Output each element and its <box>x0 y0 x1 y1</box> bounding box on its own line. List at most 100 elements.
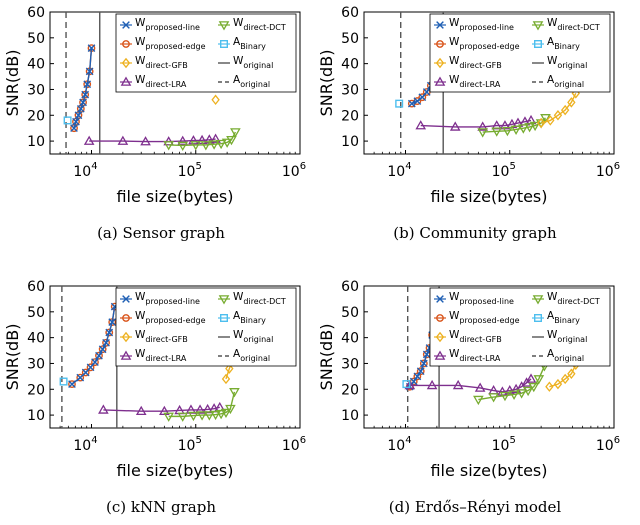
x-tick-label: 104 <box>73 435 97 454</box>
legend-marker <box>436 40 444 48</box>
point-proposed_line <box>81 90 90 99</box>
y-tick-label: 40 <box>27 57 45 73</box>
legend-label: Woriginal <box>233 329 273 344</box>
point-direct_gfb <box>546 115 555 126</box>
legend-entry-direct_gfb: Wdirect-GFB <box>434 55 502 70</box>
legend-marker <box>435 331 445 343</box>
point-proposed_line <box>74 111 83 120</box>
point-direct_lra <box>474 382 486 392</box>
legend-entry-original_dash: Aoriginal <box>218 74 270 89</box>
legend-entry-original_solid: Woriginal <box>532 55 587 70</box>
point-binary <box>59 377 68 386</box>
legend-label: Wproposed-line <box>449 17 514 32</box>
legend-label: Wproposed-line <box>449 291 514 306</box>
y-tick-label: 30 <box>27 82 45 98</box>
point-direct_dct <box>163 141 174 151</box>
y-tick-label: 40 <box>341 57 359 73</box>
point-proposed_edge <box>418 93 427 102</box>
y-tick-label: 30 <box>27 356 45 372</box>
point-proposed_edge <box>105 328 114 337</box>
legend-marker <box>436 21 444 29</box>
legend-label: Wdirect-DCT <box>233 291 286 306</box>
y-tick-label: 20 <box>27 108 45 124</box>
legend-entry-proposed_edge: Wproposed-edge <box>434 310 520 325</box>
point-direct_lra <box>140 136 151 146</box>
legend-label: Wproposed-edge <box>449 36 520 51</box>
x-tick-label: 106 <box>596 435 620 454</box>
legend-marker <box>218 295 230 305</box>
point-proposed_edge <box>76 373 85 382</box>
point-direct_dct <box>510 125 522 135</box>
x-tick-label: 105 <box>492 161 516 180</box>
legend-entry-original_solid: Woriginal <box>532 329 587 344</box>
legend-entry-direct_dct: Wdirect-DCT <box>218 17 286 32</box>
point-proposed_line <box>68 380 76 388</box>
point-direct_dct <box>230 128 241 138</box>
legend-entry-direct_dct: Wdirect-DCT <box>532 17 600 32</box>
legend-marker <box>122 295 130 303</box>
y-tick-label: 30 <box>341 82 359 98</box>
legend-marker <box>534 40 543 49</box>
plot-frame <box>363 285 615 429</box>
legend-label: Wdirect-GFB <box>135 55 188 70</box>
legend-marker <box>219 40 228 49</box>
point-direct_lra <box>452 379 464 390</box>
x-axis-label: file size(bytes) <box>430 461 547 480</box>
legend-marker <box>532 295 544 305</box>
point-direct_lra <box>163 136 174 146</box>
point-direct_dct <box>529 121 541 132</box>
x-tick-label: 104 <box>387 161 411 180</box>
point-direct_lra <box>135 405 147 416</box>
point-proposed_line <box>102 338 110 347</box>
point-direct_lra <box>210 133 221 143</box>
legend-entry-proposed_line: Wproposed-line <box>120 291 200 306</box>
point-proposed_line <box>422 350 431 359</box>
point-direct_dct <box>533 375 545 385</box>
legend-marker <box>219 314 228 323</box>
legend-marker <box>436 295 444 303</box>
legend-box <box>115 13 297 93</box>
point-direct_dct <box>204 411 215 421</box>
y-tick-label: 60 <box>341 5 359 21</box>
y-tick-label: 50 <box>341 305 359 321</box>
point-direct_dct <box>502 126 513 137</box>
legend-entry-original_solid: Woriginal <box>218 55 273 70</box>
legend-label: Woriginal <box>547 55 587 70</box>
legend-label: Wdirect-LRA <box>135 348 187 363</box>
point-direct_gfb <box>225 363 234 374</box>
legend-entry-proposed_line: Wproposed-line <box>120 17 200 32</box>
point-direct_lra <box>499 120 511 130</box>
legend-label: ABinary <box>547 310 580 325</box>
point-direct_dct <box>516 389 527 399</box>
series-line-direct_gfb <box>549 364 577 388</box>
point-direct_gfb <box>553 110 563 121</box>
legend-marker <box>436 314 444 322</box>
x-axis-label: file size(bytes) <box>430 187 547 206</box>
point-direct_gfb <box>221 373 231 385</box>
point-direct_dct <box>225 404 236 415</box>
x-tick-label: 104 <box>387 435 411 454</box>
x-tick-label: 106 <box>282 435 306 454</box>
y-tick-label: 10 <box>341 134 359 150</box>
point-direct_dct <box>488 393 499 403</box>
legend-marker <box>434 350 446 360</box>
legend-label: Wproposed-edge <box>135 310 206 325</box>
legend-label: Woriginal <box>233 55 273 70</box>
point-direct_gfb <box>553 378 563 390</box>
point-proposed_line <box>85 67 94 76</box>
legend-box <box>115 287 297 367</box>
legend-label: Wdirect-LRA <box>449 348 501 363</box>
point-direct_dct <box>163 412 174 422</box>
point-proposed_line <box>413 97 422 105</box>
legend-label: Aoriginal <box>233 74 270 89</box>
point-direct_gfb <box>211 94 220 106</box>
y-tick-label: 40 <box>341 331 359 347</box>
y-tick-label: 10 <box>27 134 45 150</box>
y-tick-label: 10 <box>27 408 45 424</box>
point-direct_dct <box>177 412 189 422</box>
point-direct_dct <box>477 128 488 138</box>
point-direct_dct <box>210 410 221 421</box>
legend-label: Aoriginal <box>547 348 584 363</box>
point-direct_gfb <box>567 97 576 108</box>
point-direct_dct <box>221 138 233 148</box>
